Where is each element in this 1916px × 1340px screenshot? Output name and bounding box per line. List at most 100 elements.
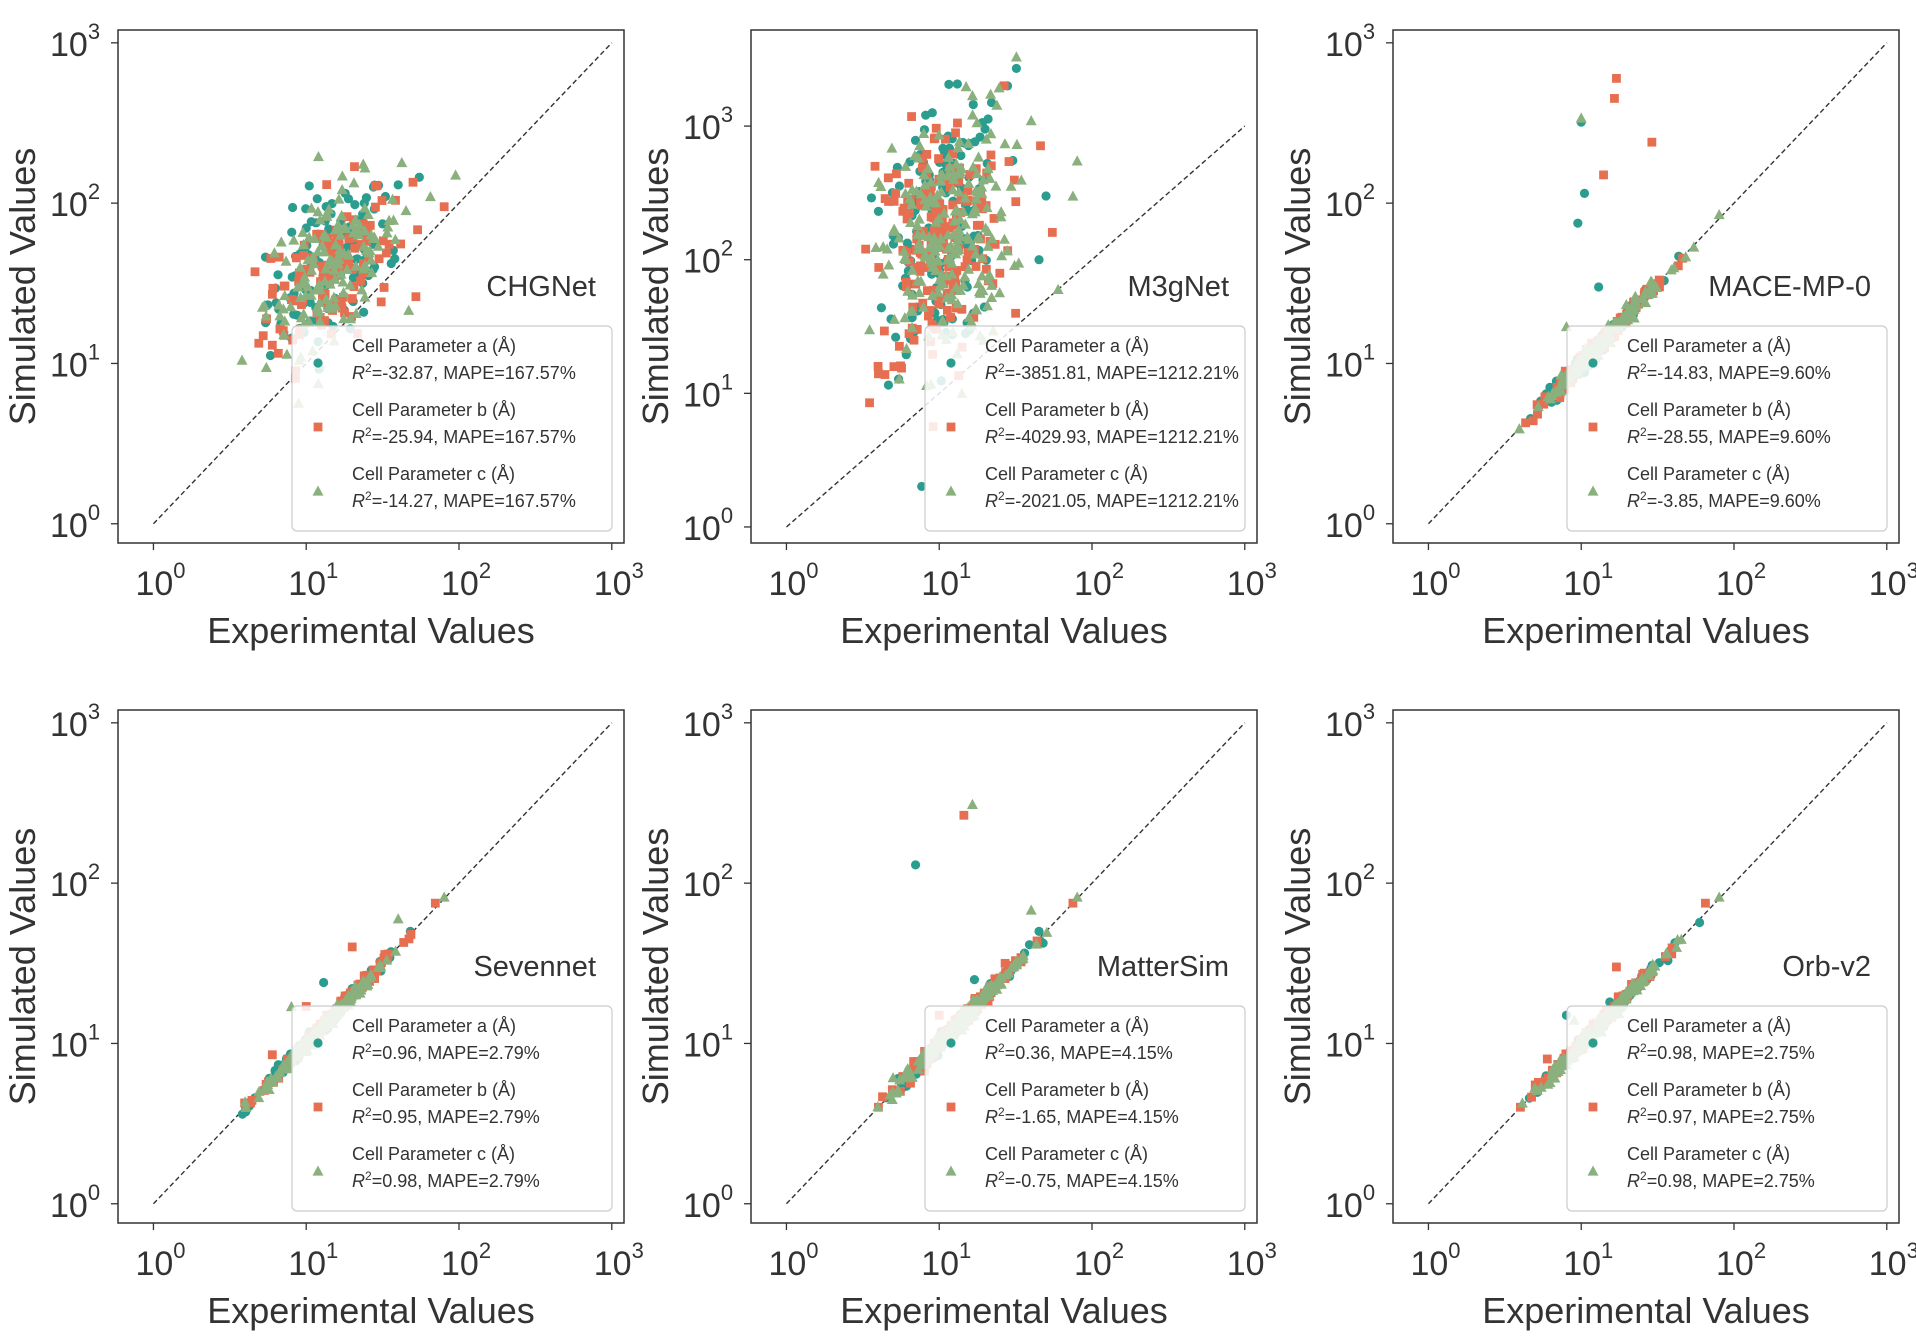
data-point [359, 162, 371, 173]
data-point [313, 278, 325, 290]
legend-series-name: Cell Parameter c (Å) [985, 464, 1148, 484]
data-point [358, 240, 370, 251]
data-point [387, 214, 399, 225]
data-point [246, 1098, 255, 1108]
data-point [381, 248, 391, 258]
axis-ticks: 100 101 102 103 100 101 102 103 [683, 699, 1277, 1283]
outlier-point [1041, 191, 1051, 201]
data-point [956, 150, 966, 161]
data-point [970, 193, 982, 204]
legend-entry: Cell Parameter a (Å) R2=0.98, MAPE=2.75% [1588, 1016, 1815, 1063]
data-point [356, 284, 368, 295]
scatter-panel-mace-mp-0: 100 101 102 103 100 101 102 103 Experimental Val… [1277, 19, 1916, 651]
legend-marker [1588, 1102, 1598, 1112]
outlier-point [386, 258, 396, 269]
data-point [348, 177, 360, 188]
data-point [359, 291, 371, 302]
data-point [966, 240, 978, 251]
data-point [925, 196, 937, 207]
data-point [996, 250, 1008, 261]
data-point [951, 239, 963, 250]
data-point [943, 151, 955, 162]
data-point [984, 172, 996, 183]
data-point [888, 313, 900, 324]
legend-marker [313, 1102, 323, 1112]
data-point [931, 255, 943, 266]
y-tick-label: 100 [1325, 500, 1375, 545]
data-point [253, 1092, 265, 1103]
data-point [917, 481, 927, 492]
data-point [898, 1070, 910, 1081]
data-point [976, 252, 988, 263]
data-point [893, 232, 905, 243]
data-point [940, 134, 950, 144]
data-point [1546, 1072, 1558, 1083]
data-point [316, 239, 328, 251]
outlier-point [1579, 188, 1590, 199]
data-point [297, 226, 309, 237]
x-tick-label: 102 [441, 1238, 491, 1283]
legend-stats: R2=-25.94, MAPE=167.57% [352, 425, 576, 447]
data-point [917, 301, 929, 312]
series-3 [236, 150, 462, 408]
legend-stats: R2=-0.75, MAPE=4.15% [985, 1169, 1179, 1191]
data-point [954, 177, 964, 187]
data-point [886, 1086, 898, 1097]
data-point [952, 79, 962, 89]
data-point [379, 283, 389, 292]
data-point [918, 163, 927, 173]
data-point [963, 248, 973, 257]
y-axis-label: Simulated Values [635, 828, 676, 1106]
data-point [371, 181, 380, 191]
data-point [404, 934, 414, 944]
x-tick-label: 100 [1410, 1238, 1460, 1283]
axis-ticks: 100 101 102 103 100 101 102 103 [1325, 699, 1916, 1283]
outlier-point [1575, 112, 1587, 123]
model-name-label: CHGNet [486, 271, 596, 303]
data-point [314, 283, 326, 295]
data-point [946, 257, 958, 268]
data-point [926, 250, 938, 262]
data-point [1036, 141, 1045, 151]
outlier-point [1071, 155, 1083, 166]
legend: Cell Parameter a (Å) R2=-3851.81, MAPE=12… [924, 325, 1246, 532]
data-point [366, 266, 378, 278]
data-point [1004, 157, 1014, 166]
data-point [261, 1076, 273, 1087]
data-point [939, 223, 949, 233]
data-point [283, 1056, 295, 1067]
data-point [324, 278, 336, 289]
legend-stats: R2=-3851.81, MAPE=1212.21% [985, 361, 1239, 383]
data-point [940, 230, 950, 239]
data-point [279, 315, 291, 326]
data-point [317, 261, 327, 271]
data-point [309, 232, 321, 244]
data-point [906, 1071, 918, 1082]
legend-stats: R2=-14.27, MAPE=167.57% [352, 489, 576, 511]
data-point [297, 300, 306, 310]
outlier-point [438, 891, 450, 902]
data-point [1556, 378, 1568, 390]
data-point [281, 348, 293, 359]
data-point [291, 253, 301, 263]
data-point [887, 1072, 899, 1083]
data-point [297, 278, 309, 289]
outlier-point [439, 202, 449, 212]
data-point [907, 305, 919, 316]
data-point [973, 285, 985, 297]
legend: Cell Parameter a (Å)R2=0.36, MAPE=4.15%C… [924, 1005, 1246, 1212]
data-point [902, 282, 911, 292]
data-point [258, 331, 268, 341]
data-point [1680, 251, 1692, 262]
data-point [979, 989, 991, 1000]
outlier-point [861, 244, 871, 254]
data-point [915, 267, 925, 276]
legend-stats: R2=0.97, MAPE=2.75% [1627, 1105, 1815, 1127]
legend-stats: R2=-32.87, MAPE=167.57% [352, 361, 576, 383]
data-point [911, 220, 923, 231]
data-point [294, 268, 304, 278]
legend-series-name: Cell Parameter b (Å) [1627, 400, 1791, 420]
data-point [275, 324, 285, 334]
x-axis-label: Experimental Values [840, 610, 1168, 651]
legend-marker [1588, 1038, 1598, 1048]
